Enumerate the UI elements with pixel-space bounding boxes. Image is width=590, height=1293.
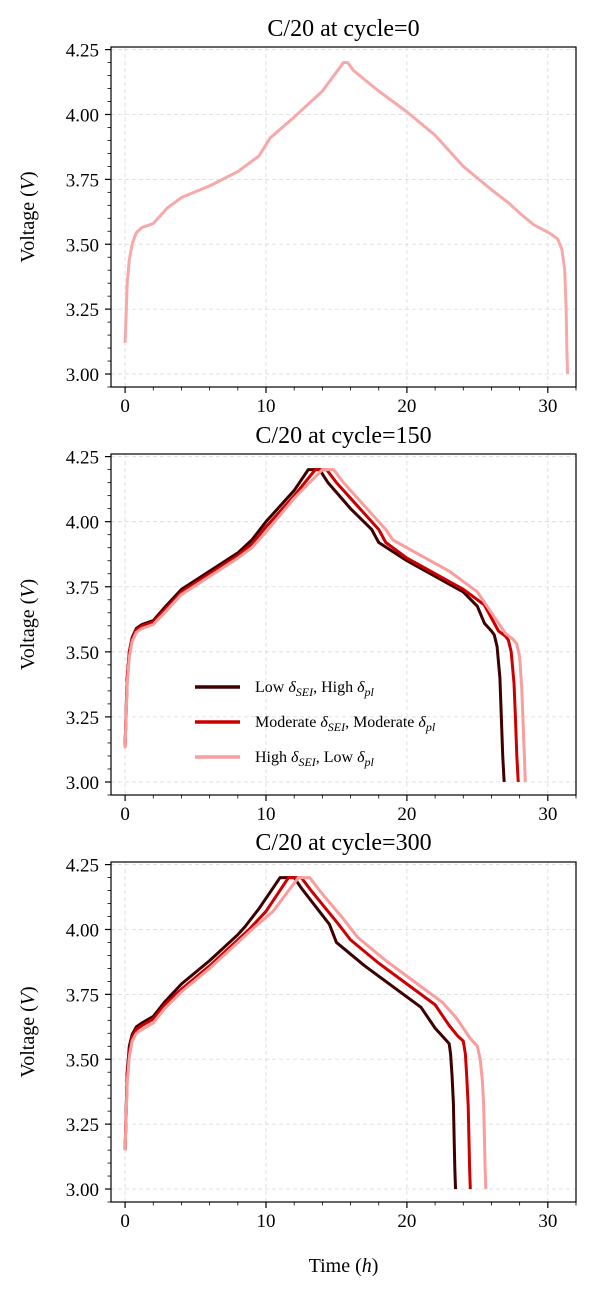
y-axis-label: Voltage (V) xyxy=(17,579,39,670)
y-tick-label: 4.00 xyxy=(66,513,99,534)
plot-frame xyxy=(110,861,577,1203)
y-tick-label: 3.25 xyxy=(66,1115,99,1136)
series-line-1 xyxy=(123,61,570,375)
chart-title: C/20 at cycle=150 xyxy=(255,423,431,449)
y-tick-label: 4.25 xyxy=(66,856,99,877)
series-line-3 xyxy=(123,876,488,1190)
legend-label-3: High δSEI, Low δpl xyxy=(255,749,375,769)
x-tick-label: 20 xyxy=(397,1211,416,1232)
y-tick-label: 3.25 xyxy=(66,708,99,729)
y-tick-label: 3.75 xyxy=(66,578,99,599)
series-line-1 xyxy=(123,468,506,783)
legend: Low δSEI, High δpl Moderate δSEI, Moderat… xyxy=(195,679,436,769)
legend-label-2: Moderate δSEI, Moderate δpl xyxy=(255,714,436,734)
series-line-2 xyxy=(123,468,520,783)
x-tick-label: 30 xyxy=(538,396,557,417)
y-tick-label: 3.00 xyxy=(66,773,99,794)
legend-label-1: Low δSEI, High δpl xyxy=(255,679,375,699)
y-tick-label: 4.25 xyxy=(66,448,99,469)
chart-title: C/20 at cycle=0 xyxy=(267,16,419,42)
y-tick-label: 3.00 xyxy=(66,1180,99,1201)
x-tick-label: 0 xyxy=(120,804,130,825)
chart-title: C/20 at cycle=300 xyxy=(255,830,431,856)
series-line-1 xyxy=(123,876,458,1190)
x-tick-label: 0 xyxy=(120,1211,130,1232)
y-tick-label: 3.50 xyxy=(66,1050,99,1071)
plot-frame xyxy=(110,453,577,796)
x-tick-label: 30 xyxy=(538,804,557,825)
series-line-3 xyxy=(123,468,527,783)
y-tick-label: 4.00 xyxy=(66,920,99,941)
y-tick-label: 4.25 xyxy=(66,41,99,62)
y-axis-label: Voltage (V) xyxy=(17,986,39,1077)
y-tick-label: 3.25 xyxy=(66,300,99,321)
x-tick-label: 10 xyxy=(257,1211,276,1232)
x-tick-label: 20 xyxy=(397,804,416,825)
y-tick-label: 3.75 xyxy=(66,170,99,191)
y-tick-label: 3.00 xyxy=(66,365,99,386)
plot-frame xyxy=(110,46,577,388)
series-line-2 xyxy=(123,876,472,1190)
x-tick-label: 20 xyxy=(397,396,416,417)
y-tick-label: 3.75 xyxy=(66,985,99,1006)
y-tick-label: 3.50 xyxy=(66,643,99,664)
x-tick-label: 10 xyxy=(257,804,276,825)
chart-panel-3: 0 10 20 30 3.00 3.25 3.50 3.75 4.00 4.25 C/20 at c… xyxy=(17,830,577,1277)
x-axis-label: Time (h) xyxy=(309,1255,379,1277)
chart-panel-1: 0 10 20 30 3.00 3.25 3.50 3.75 4.00 4.25 C/20 at c… xyxy=(17,16,577,417)
y-axis-label: Voltage (V) xyxy=(17,171,39,262)
x-tick-label: 30 xyxy=(538,1211,557,1232)
y-tick-label: 4.00 xyxy=(66,105,99,126)
x-tick-label: 10 xyxy=(257,396,276,417)
y-tick-label: 3.50 xyxy=(66,235,99,256)
chart-panel-2: 0 10 20 30 3.00 3.25 3.50 3.75 4.00 4.25 C/20 at c… xyxy=(17,423,577,825)
x-tick-label: 0 xyxy=(120,396,130,417)
